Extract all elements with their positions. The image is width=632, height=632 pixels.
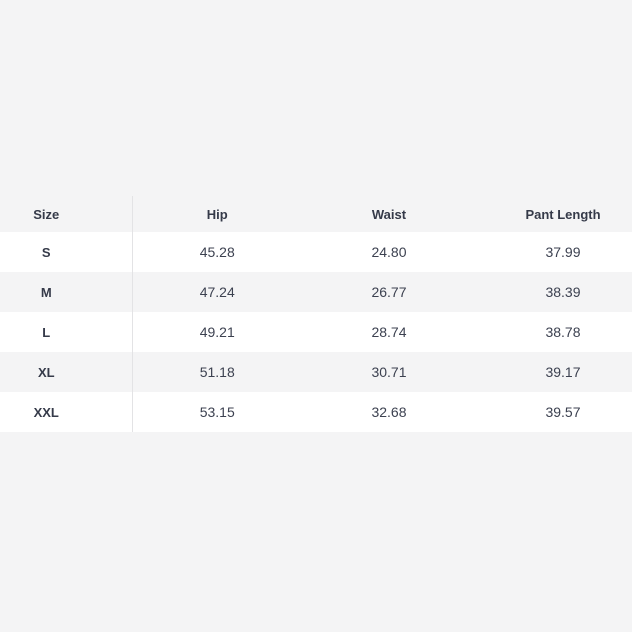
hip-cell: 51.18 bbox=[199, 364, 235, 380]
size-chart: Size Hip Waist Pant Length S 45.28 24.80… bbox=[0, 196, 632, 432]
header-cell-pant-length: Pant Length bbox=[525, 206, 601, 222]
pant-length-cell: 38.39 bbox=[545, 284, 581, 300]
waist-cell: 26.77 bbox=[371, 284, 407, 300]
table-row: M 47.24 26.77 38.39 bbox=[0, 272, 632, 312]
waist-cell: 30.71 bbox=[371, 364, 407, 380]
header-cell-size: Size bbox=[0, 196, 133, 232]
hip-cell: 47.24 bbox=[199, 284, 235, 300]
pant-length-cell: 37.99 bbox=[545, 244, 581, 260]
waist-cell: 28.74 bbox=[371, 324, 407, 340]
size-cell: M bbox=[0, 272, 133, 312]
hip-cell: 53.15 bbox=[199, 404, 235, 420]
pant-length-cell: 39.57 bbox=[545, 404, 581, 420]
table-row: XL 51.18 30.71 39.17 bbox=[0, 352, 632, 392]
table-row: L 49.21 28.74 38.78 bbox=[0, 312, 632, 352]
pant-length-cell: 38.78 bbox=[545, 324, 581, 340]
header-cell-waist: Waist bbox=[371, 206, 407, 222]
size-cell: S bbox=[0, 232, 133, 272]
hip-cell: 49.21 bbox=[199, 324, 235, 340]
size-cell: XL bbox=[0, 352, 133, 392]
table-row: S 45.28 24.80 37.99 bbox=[0, 232, 632, 272]
table-header: Size Hip Waist Pant Length bbox=[0, 196, 632, 232]
table-row: XXL 53.15 32.68 39.57 bbox=[0, 392, 632, 432]
hip-cell: 45.28 bbox=[199, 244, 235, 260]
header-cell-hip: Hip bbox=[206, 206, 228, 222]
size-chart-table: Size Hip Waist Pant Length S 45.28 24.80… bbox=[0, 196, 632, 432]
waist-cell: 32.68 bbox=[371, 404, 407, 420]
size-cell: XXL bbox=[0, 392, 133, 432]
pant-length-cell: 39.17 bbox=[545, 364, 581, 380]
size-cell: L bbox=[0, 312, 133, 352]
header-row: Size Hip Waist Pant Length bbox=[0, 196, 632, 232]
waist-cell: 24.80 bbox=[371, 244, 407, 260]
table-body: S 45.28 24.80 37.99 M 47.24 26.77 38.39 … bbox=[0, 232, 632, 432]
